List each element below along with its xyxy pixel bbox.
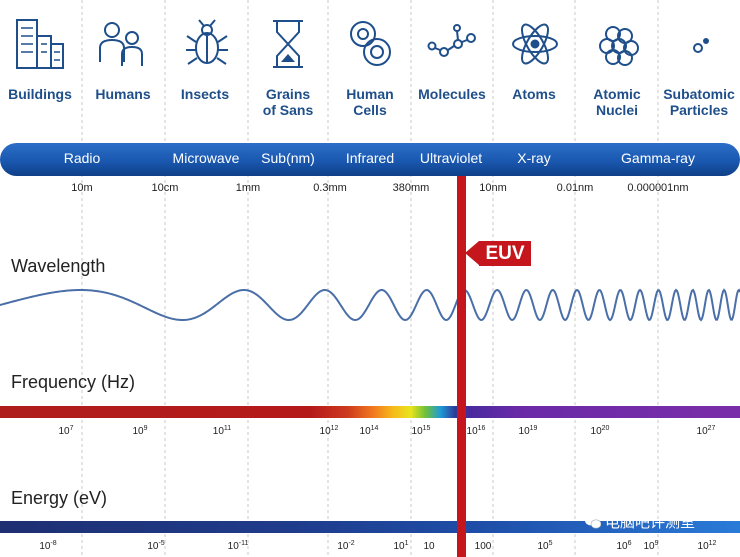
hourglass-icon (263, 18, 313, 70)
scale-label-atoms: Atoms (512, 86, 556, 102)
frequency-tick: 1016 (466, 425, 486, 437)
scale-label-humans: Humans (95, 86, 151, 102)
wavelength-tick: 0.3mm (313, 182, 347, 194)
scale-label-insects: Insects (180, 86, 230, 102)
wechat-icon (585, 515, 602, 529)
frequency-tick: 1012 (319, 425, 339, 437)
energy-tick: 105 (537, 540, 553, 552)
energy-title: Energy (eV) (11, 488, 108, 508)
wavelength-tick: 380mm (392, 182, 430, 194)
energy-tick: 101 (393, 540, 409, 552)
wavelength-title: Wavelength (11, 256, 106, 276)
energy-tick: 10 (423, 541, 435, 552)
energy-tick: 100 (474, 541, 492, 552)
insect-icon (182, 18, 232, 70)
euv-label: EUV (479, 241, 531, 266)
frequency-bar (0, 406, 740, 418)
energy-tick: 10-2 (337, 540, 355, 552)
band-subnm: Sub(nm) (261, 150, 315, 166)
particle-icon (676, 18, 726, 70)
wavelength-tick: 1mm (235, 182, 261, 194)
scale-label-subatomic: Subatomic Particles (663, 86, 735, 118)
energy-tick: 10-8 (39, 540, 57, 552)
frequency-tick: 1015 (411, 425, 431, 437)
molecule-icon (427, 18, 477, 70)
scale-label-grains: Grains of Sans (262, 86, 314, 118)
wavelength-tick: 10cm (151, 182, 179, 194)
euv-arrow-icon (465, 241, 479, 265)
watermark-text: 电脑吧评测室 (605, 514, 696, 531)
frequency-title: Frequency (Hz) (11, 372, 136, 392)
frequency-tick: 107 (58, 425, 74, 437)
energy-tick: 109 (643, 540, 659, 552)
band-microwave: Microwave (172, 150, 240, 166)
scale-label-cells: Human Cells (346, 86, 394, 118)
wavelength-wave (0, 288, 740, 322)
band-ultraviolet: Ultraviolet (419, 150, 483, 166)
spectrum-band (0, 143, 740, 176)
wavelength-tick: 0.000001nm (627, 182, 689, 194)
scale-label-nuclei: Atomic Nuclei (593, 86, 641, 118)
frequency-tick: 1027 (696, 425, 716, 437)
band-xray: X-ray (517, 150, 551, 166)
energy-bar (0, 521, 740, 533)
band-radio: Radio (63, 150, 101, 166)
watermark: 电脑吧评测室 (585, 511, 735, 535)
band-gammaray: Gamma-ray (621, 150, 695, 166)
buildings-icon (15, 18, 65, 70)
energy-tick: 1012 (697, 540, 717, 552)
atom-icon (510, 18, 560, 70)
nucleus-icon (593, 18, 643, 70)
energy-tick: 106 (616, 540, 632, 552)
frequency-tick: 109 (132, 425, 148, 437)
band-infrared: Infrared (345, 150, 395, 166)
frequency-tick: 1011 (212, 425, 232, 437)
euv-marker-line (457, 176, 466, 557)
frequency-tick: 1020 (590, 425, 610, 437)
wavelength-tick: 0.01nm (556, 182, 594, 194)
frequency-tick: 1019 (518, 425, 538, 437)
humans-icon (97, 18, 147, 70)
wavelength-tick: 10m (71, 182, 93, 194)
energy-tick: 10-5 (147, 540, 165, 552)
cells-icon (345, 18, 395, 70)
scale-label-buildings: Buildings (8, 86, 72, 102)
frequency-tick: 1014 (359, 425, 379, 437)
scale-label-molecules: Molecules (418, 86, 486, 102)
wavelength-tick: 10nm (479, 182, 507, 194)
energy-tick: 10-11 (227, 540, 249, 552)
